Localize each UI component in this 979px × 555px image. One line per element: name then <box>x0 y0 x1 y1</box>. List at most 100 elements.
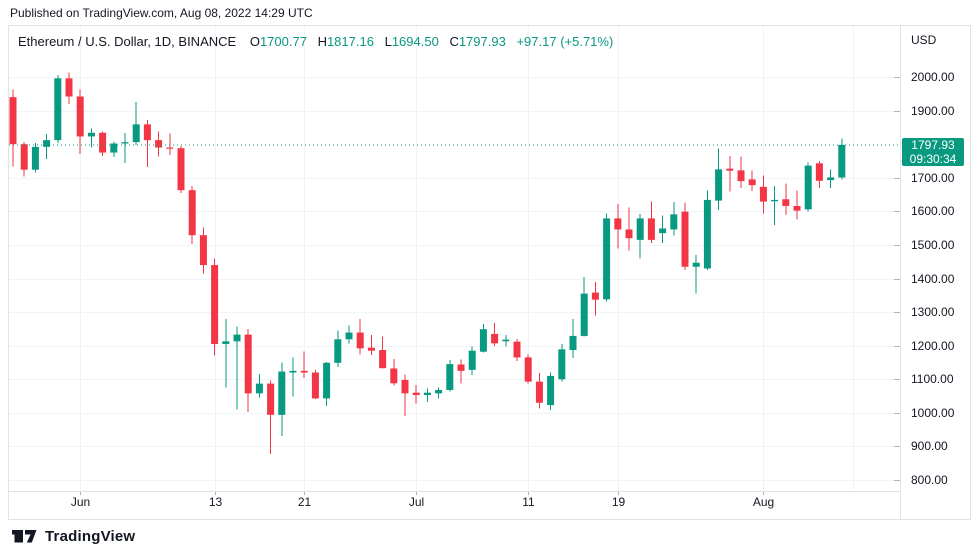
candle-body-2022-05-28 <box>31 146 39 170</box>
price-axis-label-1200.00: 1200.00 <box>911 338 955 353</box>
tradingview-logo-text: TradingView <box>45 528 136 545</box>
candle-body-2022-05-30 <box>54 78 62 141</box>
candle-body-2022-08-04 <box>793 205 801 211</box>
candle-body-2022-06-06 <box>132 124 140 143</box>
candle-body-2022-08-03 <box>782 199 790 206</box>
candle-body-2022-06-19 <box>278 371 286 415</box>
candle-body-2022-07-19 <box>614 218 622 230</box>
candle-body-2022-06-11 <box>188 190 196 236</box>
candle-body-2022-06-17 <box>255 383 263 394</box>
candle-body-2022-07-01 <box>412 392 420 396</box>
time-axis-label-21: 21 <box>297 495 312 509</box>
candle-body-2022-07-30 <box>737 170 745 182</box>
candle-body-2022-08-07 <box>827 177 835 181</box>
candle-body-2022-06-08 <box>155 140 163 148</box>
candle-body-2022-06-13 <box>211 265 219 344</box>
candle-body-2022-06-25 <box>345 332 353 340</box>
candle-body-2022-06-18 <box>267 383 275 415</box>
price-axis-label-1000.00: 1000.00 <box>911 405 955 420</box>
close-label: C <box>449 34 459 49</box>
candle-body-2022-06-10 <box>177 148 185 191</box>
price-axis-label-1600.00: 1600.00 <box>911 204 955 219</box>
time-axis-label-Aug: Aug <box>752 495 775 509</box>
candle-body-2022-05-27 <box>20 144 28 170</box>
price-axis-unit: USD <box>911 33 937 47</box>
candle-body-2022-07-04 <box>446 364 454 390</box>
candle-body-2022-06-23 <box>323 362 331 399</box>
candle-body-2022-07-02 <box>423 392 431 396</box>
candle-body-2022-06-04 <box>110 143 118 153</box>
time-axis-label-Jul: Jul <box>408 495 425 509</box>
time-axis-label-19: 19 <box>611 495 626 509</box>
published-line: Published on TradingView.com, Aug 08, 20… <box>10 6 313 20</box>
tradingview-logo-icon <box>12 530 37 543</box>
candle-body-2022-06-07 <box>143 124 151 141</box>
low-value: 1694.50 <box>391 34 439 49</box>
open-value: 1700.77 <box>259 34 307 49</box>
price-axis-label-1400.00: 1400.00 <box>911 271 955 286</box>
close-value: 1797.93 <box>458 34 506 49</box>
price-axis-label-1700.00: 1700.00 <box>911 170 955 185</box>
candle-body-2022-07-23 <box>659 228 667 234</box>
candle-body-2022-08-06 <box>815 163 823 181</box>
price-axis-label-2000.00: 2000.00 <box>911 70 955 84</box>
candle-body-2022-07-24 <box>670 214 678 230</box>
candle-body-2022-06-30 <box>401 379 409 394</box>
candle-body-2022-07-31 <box>748 179 756 186</box>
candle-body-2022-06-22 <box>311 372 319 399</box>
candle-body-2022-06-01 <box>76 96 84 137</box>
candle-body-2022-07-09 <box>502 339 510 342</box>
candle-body-2022-07-14 <box>558 349 566 380</box>
change-value: +97.17 (+5.71%) <box>516 34 614 49</box>
chart-panel-border <box>8 25 971 520</box>
candle-body-2022-07-22 <box>647 218 655 240</box>
candle-body-2022-06-05 <box>121 142 129 144</box>
candle-body-2022-06-27 <box>367 347 375 351</box>
candle-body-2022-05-29 <box>43 140 51 147</box>
open-label: O <box>249 34 260 49</box>
candle-body-2022-07-15 <box>569 335 577 351</box>
candle-body-2022-07-17 <box>591 292 599 300</box>
candle-body-2022-06-20 <box>289 370 297 373</box>
candle-body-2022-06-28 <box>379 350 387 369</box>
candle-body-2022-06-16 <box>244 334 252 394</box>
candle-body-2022-07-18 <box>603 218 611 300</box>
candle-body-2022-06-12 <box>199 235 207 266</box>
time-axis-label-11: 11 <box>522 495 535 509</box>
symbol-title[interactable]: Ethereum / U.S. Dollar, 1D, BINANCE <box>18 34 237 49</box>
candle-body-2022-07-27 <box>703 199 711 269</box>
high-label: H <box>317 34 327 49</box>
candle-body-2022-07-08 <box>491 333 499 344</box>
candle-body-2022-07-13 <box>547 375 555 406</box>
candle-body-2022-06-29 <box>390 368 398 384</box>
candle-body-2022-07-06 <box>468 350 476 370</box>
candle-body-2022-08-05 <box>804 165 812 210</box>
candle-body-2022-06-26 <box>356 332 364 349</box>
tradingview-logo[interactable]: TradingView <box>12 527 135 546</box>
candle-body-2022-06-03 <box>99 132 107 153</box>
candle-body-2022-06-21 <box>300 370 308 373</box>
candle-body-2022-06-02 <box>87 132 95 137</box>
last-price: 1797.93 <box>911 137 955 152</box>
price-axis-label-900.00: 900.00 <box>911 439 948 454</box>
price-axis-label-800.00: 800.00 <box>911 473 948 487</box>
candle-body-2022-07-20 <box>625 229 633 239</box>
candle-body-2022-07-10 <box>513 341 521 358</box>
candle-body-2022-05-26 <box>9 97 17 145</box>
candle-body-2022-07-11 <box>524 357 532 382</box>
candle-body-2022-07-05 <box>457 364 465 371</box>
candle-body-2022-07-07 <box>479 329 487 352</box>
price-axis-label-1500.00: 1500.00 <box>911 237 955 252</box>
candle-body-2022-06-09 <box>166 147 174 149</box>
low-label: L <box>384 34 392 49</box>
price-axis-label-1900.00: 1900.00 <box>911 103 955 118</box>
candle-body-2022-07-29 <box>726 168 734 171</box>
countdown-timer: 09:30:34 <box>909 151 957 166</box>
candle-body-2022-07-16 <box>580 293 588 336</box>
candle-body-2022-08-08 <box>838 144 846 178</box>
candle-body-2022-08-01 <box>759 186 767 202</box>
chart-legend[interactable]: Ethereum / U.S. Dollar, 1D, BINANCE O170… <box>18 34 613 49</box>
price-axis-label-1100.00: 1100.00 <box>911 372 954 387</box>
high-value: 1817.16 <box>326 34 374 49</box>
